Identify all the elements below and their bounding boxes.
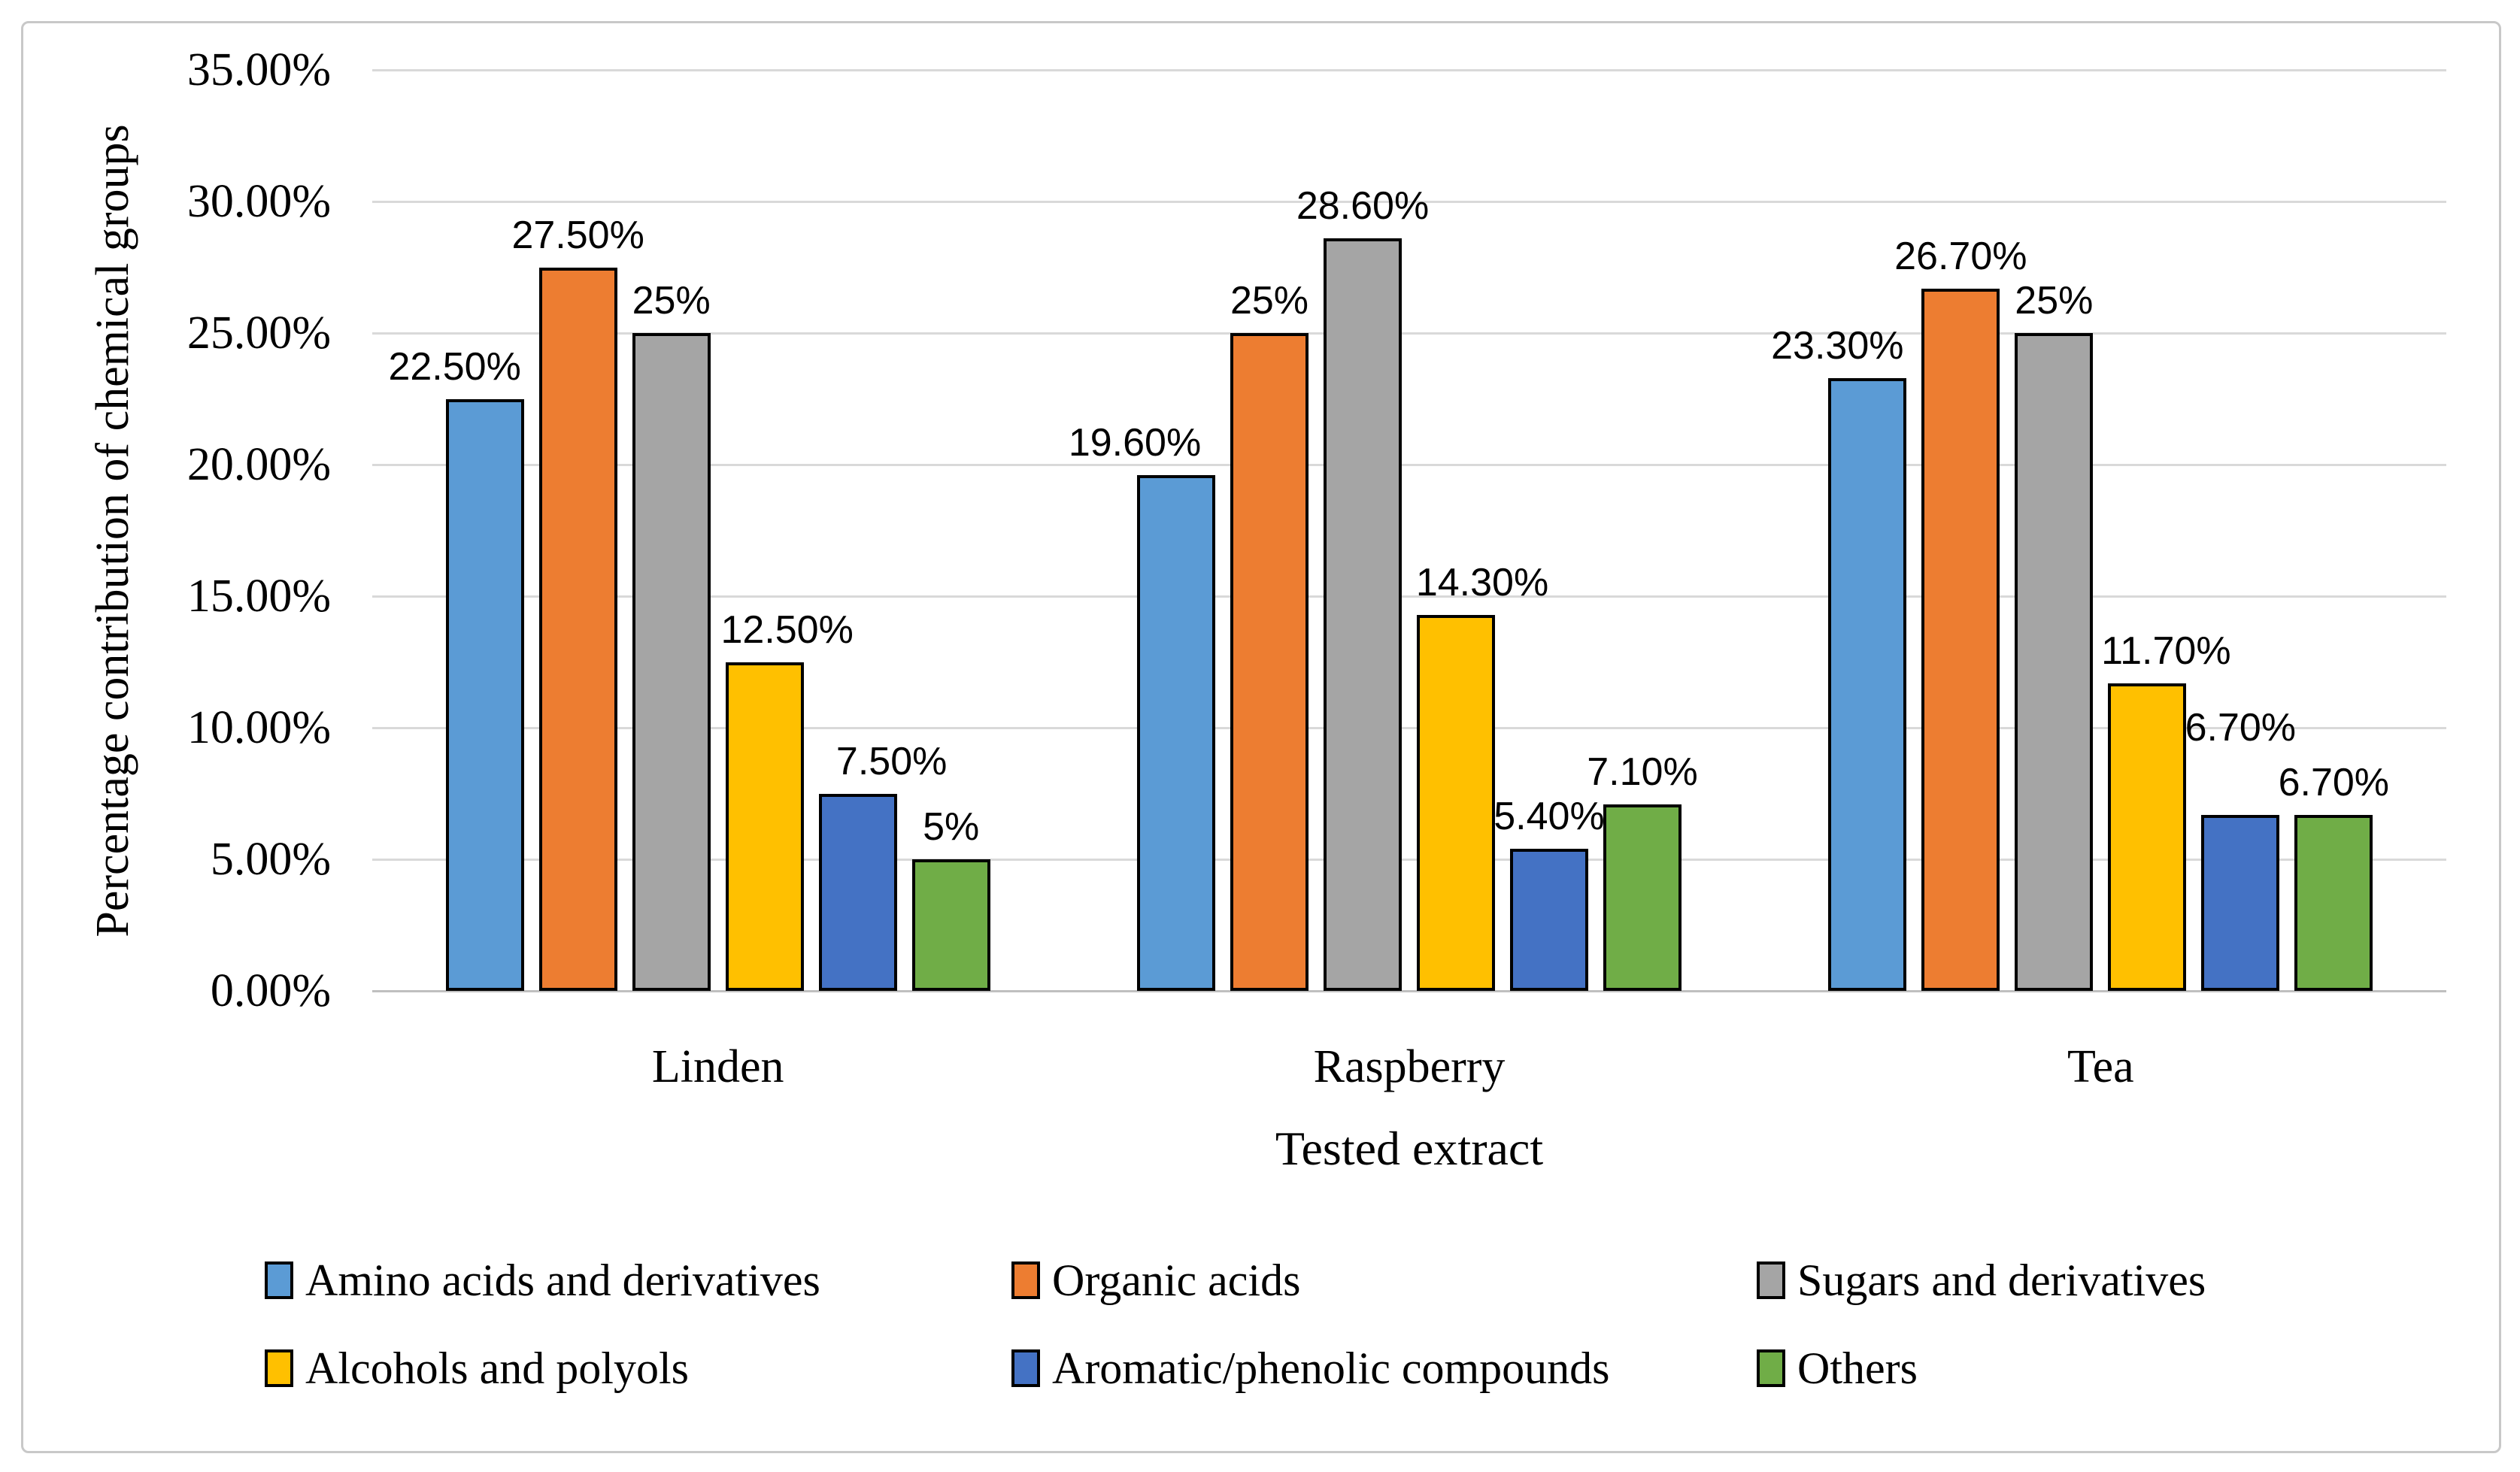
- bar: [445, 398, 524, 991]
- bar-value-label: 26.70%: [1894, 234, 2027, 278]
- y-tick-label: 30.00%: [186, 176, 331, 227]
- legend-label: Amino acids and derivatives: [305, 1255, 820, 1305]
- bar-value-label: 23.30%: [1771, 323, 1904, 368]
- legend-item: Amino acids and derivatives: [265, 1254, 820, 1307]
- y-tick-label: 35.00%: [186, 44, 331, 95]
- bar-value-label: 22.50%: [388, 344, 521, 389]
- bar-value-label: 12.50%: [720, 607, 854, 652]
- bar: [1828, 377, 1907, 991]
- gridline: [372, 726, 2446, 729]
- bar-value-label: 11.70%: [2101, 628, 2231, 673]
- legend-marker-icon: [265, 1349, 293, 1387]
- bar: [1137, 475, 1215, 991]
- y-axis-title: Percentage contribution of chemical grou…: [87, 124, 138, 937]
- bar: [1603, 804, 1682, 991]
- bar: [538, 267, 617, 991]
- legend-marker-icon: [1757, 1261, 1785, 1299]
- y-tick-label: 15.00%: [186, 571, 331, 622]
- bar-value-label: 25%: [1230, 279, 1309, 323]
- bar-value-label: 25%: [2015, 279, 2094, 323]
- bar: [725, 662, 804, 991]
- bar: [2201, 814, 2280, 991]
- bar-value-label: 6.70%: [2185, 705, 2297, 750]
- bar-value-label: 5%: [923, 805, 980, 849]
- bar-value-label: 14.30%: [1415, 560, 1549, 604]
- legend-item: Others: [1757, 1342, 1918, 1395]
- legend-marker-icon: [1011, 1261, 1040, 1299]
- gridline: [372, 858, 2446, 861]
- category-label: Linden: [651, 1041, 784, 1092]
- gridline: [372, 595, 2446, 598]
- gridline: [372, 200, 2446, 203]
- category-label: Tea: [2067, 1041, 2134, 1092]
- bar-value-label: 28.60%: [1296, 184, 1430, 228]
- bar: [632, 333, 711, 991]
- legend-marker-icon: [1757, 1349, 1785, 1387]
- y-tick-label: 10.00%: [186, 702, 331, 753]
- category-label: Raspberry: [1313, 1041, 1506, 1092]
- bar-value-label: 6.70%: [2278, 760, 2390, 804]
- y-tick-label: 25.00%: [186, 307, 331, 359]
- y-tick-label: 20.00%: [186, 439, 331, 490]
- gridline: [372, 332, 2446, 335]
- bar-value-label: 27.50%: [511, 213, 644, 257]
- legend-label: Others: [1797, 1343, 1918, 1393]
- legend-label: Sugars and derivatives: [1797, 1255, 2206, 1305]
- legend-label: Aromatic/phenolic compounds: [1052, 1343, 1610, 1393]
- y-tick-label: 5.00%: [210, 834, 331, 885]
- bar: [2108, 683, 2187, 991]
- legend-marker-icon: [265, 1261, 293, 1299]
- legend-item: Alcohols and polyols: [265, 1342, 689, 1395]
- bar: [2294, 814, 2373, 991]
- legend-item: Sugars and derivatives: [1757, 1254, 2206, 1307]
- bar: [1921, 288, 2000, 991]
- y-tick-label: 0.00%: [210, 965, 331, 1016]
- bar-value-label: 25%: [632, 279, 711, 323]
- gridline: [372, 463, 2446, 466]
- legend-item: Organic acids: [1011, 1254, 1300, 1307]
- bar: [1230, 333, 1309, 991]
- legend-label: Organic acids: [1052, 1255, 1301, 1305]
- bar-value-label: 7.10%: [1587, 750, 1698, 794]
- bar: [1417, 614, 1495, 991]
- x-axis-title: Tested extract: [1275, 1122, 1544, 1175]
- legend-marker-icon: [1011, 1349, 1040, 1387]
- x-axis-line: [372, 989, 2446, 992]
- bar-value-label: 5.40%: [1494, 795, 1605, 838]
- bar: [818, 793, 897, 991]
- legend-item: Aromatic/phenolic compounds: [1011, 1342, 1610, 1395]
- bar: [1510, 849, 1588, 991]
- bar: [911, 859, 990, 991]
- bar: [2015, 333, 2094, 991]
- legend-label: Alcohols and polyols: [305, 1343, 689, 1393]
- bar: [1324, 238, 1402, 991]
- gridline: [372, 68, 2446, 71]
- bar-value-label: 7.50%: [835, 739, 948, 783]
- bar-value-label: 19.60%: [1068, 421, 1202, 465]
